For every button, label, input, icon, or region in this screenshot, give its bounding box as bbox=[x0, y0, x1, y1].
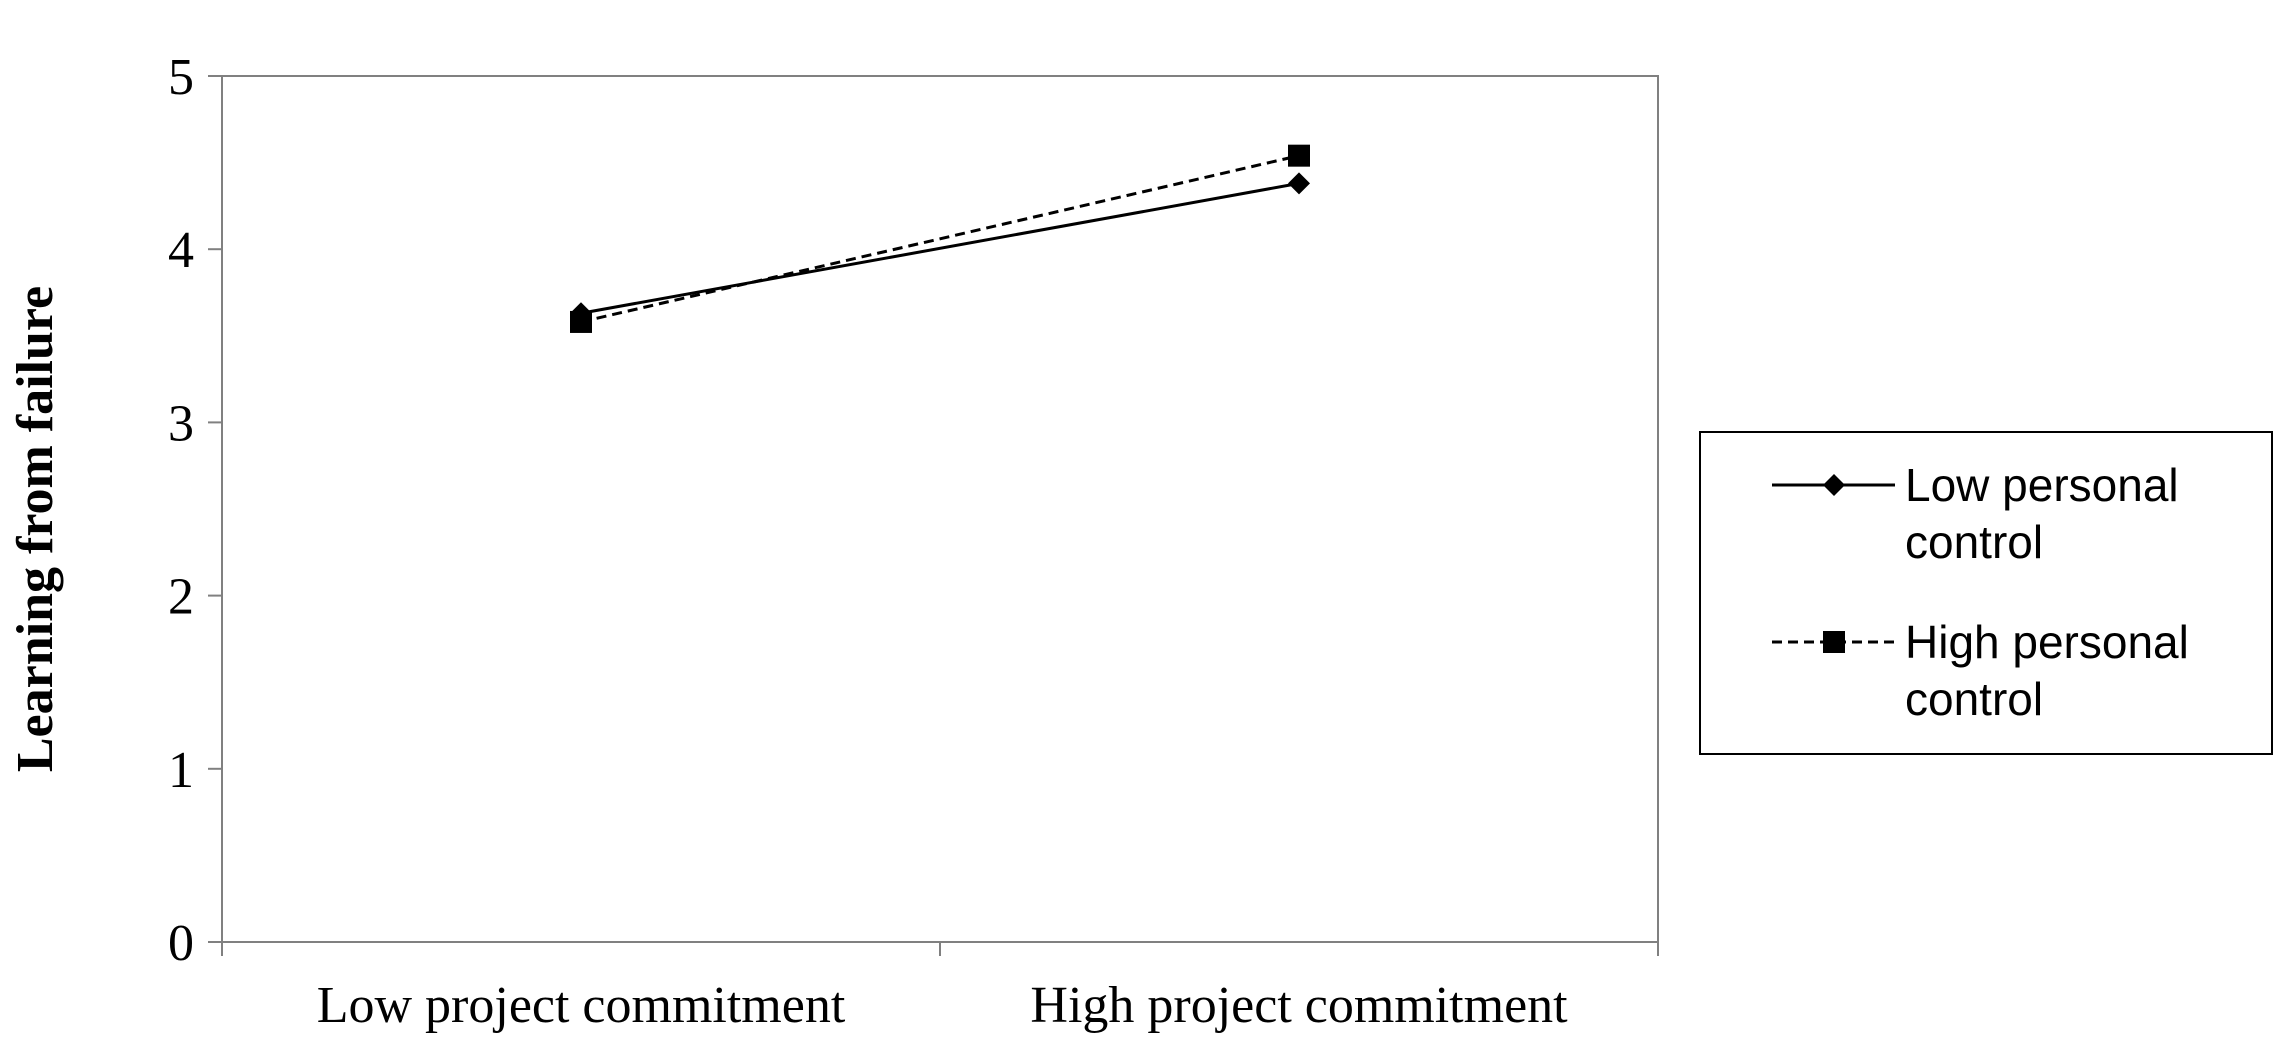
legend-label-high-personal-control-line2: control bbox=[1905, 673, 2043, 725]
series-line bbox=[580, 154, 1300, 324]
series-0 bbox=[570, 172, 1310, 325]
legend-marker-square-icon bbox=[1823, 631, 1845, 653]
diamond-icon bbox=[1823, 474, 1845, 496]
plot-area bbox=[221, 75, 1659, 943]
diamond-marker bbox=[1288, 172, 1310, 195]
y-tick-label: 4 bbox=[168, 222, 194, 279]
y-tick-label: 0 bbox=[168, 915, 194, 972]
y-axis-title: Learning from failure bbox=[7, 286, 64, 772]
y-tick-label: 2 bbox=[168, 569, 194, 626]
square-icon bbox=[1823, 631, 1845, 653]
series-1 bbox=[570, 144, 1310, 333]
x-axis-ticks: Low project commitment High project commi… bbox=[221, 942, 1659, 1034]
legend-label-low-personal-control-line2: control bbox=[1905, 516, 2043, 568]
legend-marker-diamond-icon bbox=[1823, 474, 1845, 496]
y-tick-label: 5 bbox=[168, 49, 194, 106]
y-axis-ticks: 0 1 2 3 4 5 bbox=[168, 49, 222, 972]
series-line bbox=[580, 181, 1300, 315]
legend-label-high-personal-control-line1: High personal bbox=[1905, 616, 2189, 668]
x-tick-label: High project commitment bbox=[1030, 977, 1568, 1034]
legend: Low personal control High personal contr… bbox=[1699, 431, 2273, 755]
y-tick-label: 1 bbox=[168, 742, 194, 799]
square-marker bbox=[570, 310, 592, 333]
square-marker bbox=[1288, 144, 1310, 167]
series-layer bbox=[570, 144, 1310, 333]
legend-label-low-personal-control-line1: Low personal bbox=[1905, 459, 2179, 511]
x-tick-label: Low project commitment bbox=[317, 977, 846, 1034]
y-tick-label: 3 bbox=[168, 395, 194, 452]
